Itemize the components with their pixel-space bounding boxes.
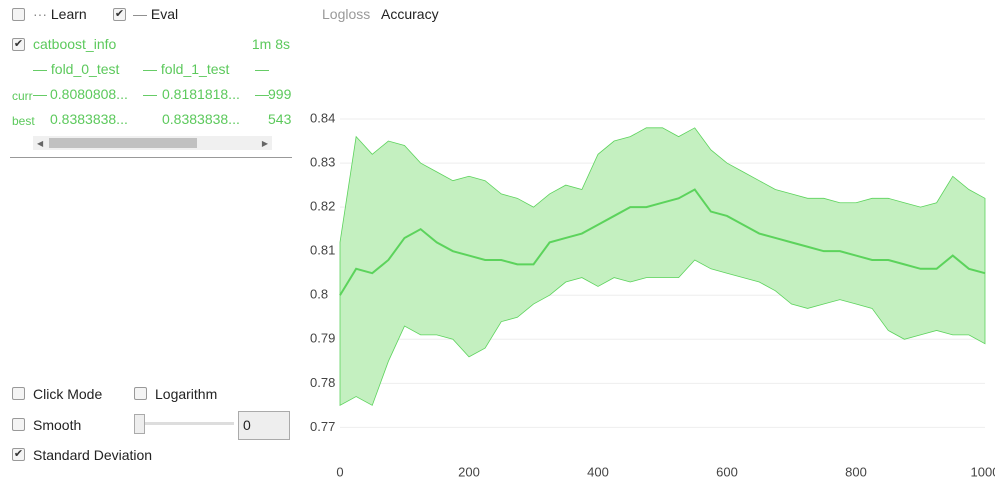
value: 0.8383838... — [162, 111, 240, 127]
x-tick-label: 600 — [716, 464, 738, 479]
y-tick-label: 0.79 — [310, 331, 335, 346]
scrollbar[interactable]: ◀ ▶ — [33, 136, 272, 150]
y-tick-label: 0.84 — [310, 110, 335, 125]
x-tick-label: 1000 — [971, 464, 995, 479]
std-band — [339, 127, 986, 407]
x-tick-label: 800 — [845, 464, 867, 479]
checkbox[interactable] — [134, 387, 147, 400]
smooth-input[interactable]: 0 — [238, 411, 290, 440]
value: 0.8080808... — [50, 86, 128, 102]
checkbox[interactable]: ✔ — [12, 38, 25, 51]
run-time: 1m 8s — [251, 36, 290, 52]
checkbox[interactable]: ✔ — [12, 448, 25, 461]
row-label: curr — [12, 89, 33, 103]
y-tick-label: 0.8 — [310, 287, 328, 302]
iteration: 999 — [268, 86, 292, 102]
chart: 0.77 0.78 0.79 0.8 0.81 0.82 0.83 0.84 0 200 400 60… — [310, 110, 995, 479]
column-header: — — [255, 61, 269, 77]
separator — [10, 157, 292, 158]
row-label: best — [12, 114, 35, 128]
slider-track[interactable] — [134, 422, 234, 425]
thumb[interactable] — [49, 138, 197, 148]
label: fold_1_test — [160, 61, 230, 77]
label: Standard Deviation — [33, 447, 153, 463]
column-header: — fold_1_test — [143, 61, 230, 77]
label: Eval — [150, 6, 179, 22]
tab[interactable]: Accuracy — [381, 6, 439, 22]
learn-legend: ··· Learn — [33, 6, 87, 22]
run-name: catboost_info — [33, 36, 117, 52]
column-header: — fold_0_test — [33, 61, 120, 77]
value: 0.8383838... — [50, 111, 128, 127]
y-tick-label: 0.77 — [310, 419, 335, 434]
checkbox[interactable] — [12, 418, 25, 431]
mean-line — [339, 188, 986, 296]
label: Learn — [50, 6, 87, 22]
x-tick-label: 0 — [336, 464, 343, 479]
x-tick-label: 400 — [587, 464, 609, 479]
y-tick-label: 0.78 — [310, 375, 335, 390]
arrow[interactable]: ◀ — [37, 139, 44, 148]
y-tick-label: 0.82 — [310, 199, 335, 214]
x-tick-label: 200 — [458, 464, 480, 479]
checkbox[interactable] — [12, 387, 25, 400]
label: Click Mode — [33, 386, 103, 402]
checkbox[interactable] — [12, 8, 25, 21]
slider-thumb[interactable] — [134, 414, 145, 434]
label: fold_0_test — [50, 61, 120, 77]
label: Logarithm — [155, 386, 218, 402]
dash: — — [143, 86, 157, 102]
y-tick-label: 0.81 — [310, 243, 335, 258]
eval-legend: — Eval — [133, 6, 179, 22]
label: Smooth — [33, 417, 82, 433]
y-tick-label: 0.83 — [310, 155, 335, 170]
checkbox[interactable]: ✔ — [113, 8, 126, 21]
dash: — — [33, 86, 47, 102]
iteration: 543 — [268, 111, 292, 127]
tab[interactable]: Logloss — [322, 6, 371, 22]
dash: — — [255, 86, 269, 102]
value: 0.8181818... — [162, 86, 240, 102]
arrow[interactable]: ▶ — [261, 139, 268, 148]
